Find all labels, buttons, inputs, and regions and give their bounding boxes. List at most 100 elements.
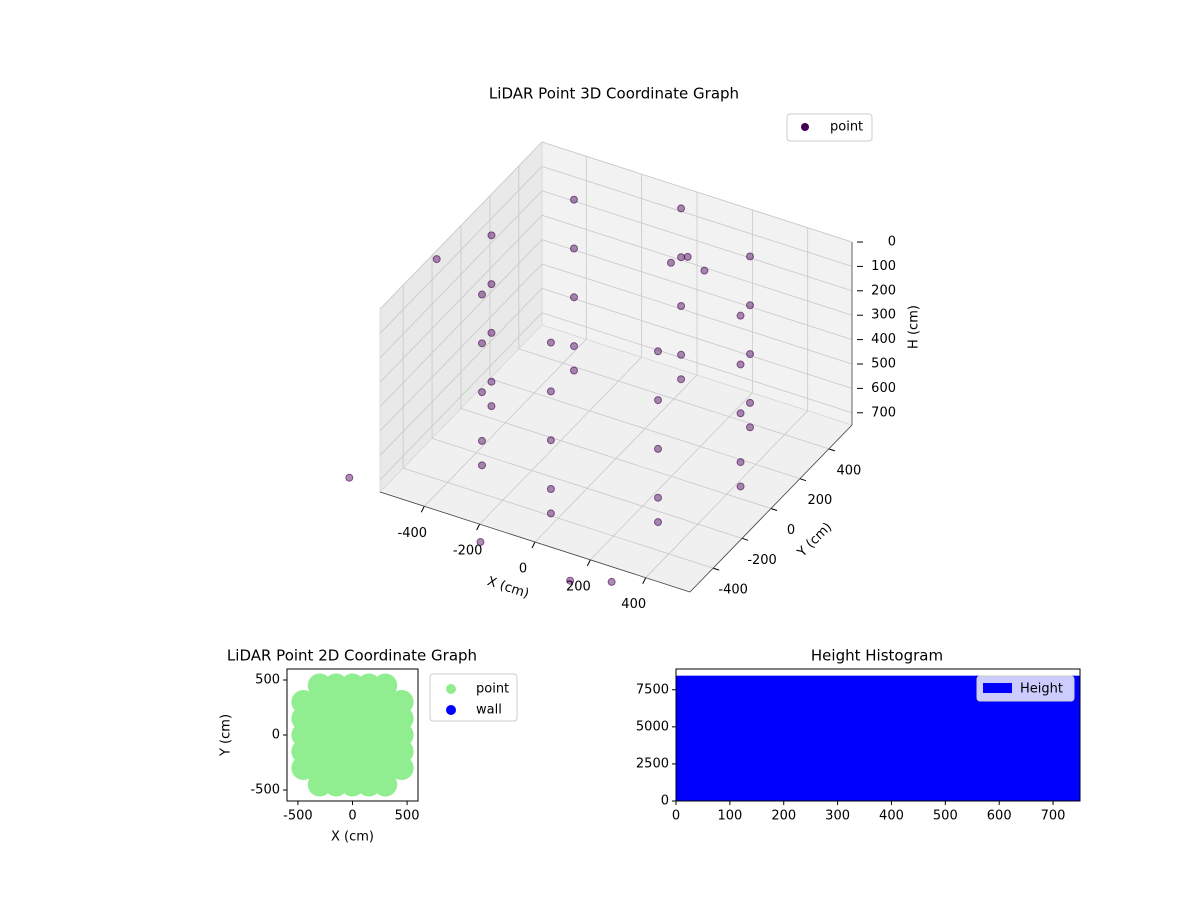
point (546, 338, 555, 347)
point (607, 577, 616, 586)
point (487, 377, 496, 386)
grid-line (541, 214, 853, 316)
point (345, 473, 354, 482)
z-tick-label: 200 (871, 283, 896, 298)
point (677, 204, 686, 213)
z-tick-label: 300 (871, 308, 896, 323)
grid-line (541, 141, 853, 243)
legend-marker (446, 705, 456, 715)
point (373, 673, 398, 698)
grid-line (460, 408, 772, 509)
point (736, 360, 745, 369)
y-tick-label: 2500 (636, 756, 669, 771)
point (569, 366, 578, 375)
point (746, 350, 755, 359)
x-tick-label: 0 (348, 809, 356, 824)
legend-label: Height (1020, 682, 1063, 697)
z-axis-label: H (cm) (907, 305, 922, 349)
legend-box (429, 673, 518, 722)
y-axis-label: Y (cm) (219, 714, 234, 757)
point (432, 255, 441, 264)
point (746, 398, 755, 407)
tick-mark (642, 577, 647, 584)
y-tick-label: 500 (255, 673, 280, 688)
grid-line (541, 239, 853, 340)
grid-line (379, 263, 543, 432)
y-axis-line (689, 424, 853, 593)
x-tick-label: 200 (566, 579, 591, 594)
legend-marker (801, 123, 809, 131)
chart-title: Height Histogram (811, 647, 943, 665)
point (373, 772, 398, 797)
y-tick-label: 7500 (636, 682, 669, 697)
point (736, 311, 745, 320)
plot-area (291, 673, 414, 797)
tick-mark (799, 478, 807, 482)
x-tick-label: -500 (283, 809, 313, 824)
x-tick-label: 500 (395, 809, 420, 824)
x-tick-label: 0 (519, 562, 527, 577)
point (736, 482, 745, 491)
y-tick-label: 0 (661, 794, 669, 809)
point (677, 375, 686, 384)
grid-line (403, 467, 714, 569)
tick-mark (741, 537, 749, 541)
point (389, 723, 414, 747)
point (569, 342, 578, 351)
point (566, 576, 575, 585)
legend-label: wall (476, 703, 502, 718)
grid-line (541, 166, 853, 267)
legend-marker (446, 684, 456, 694)
grid-line (379, 312, 543, 481)
point (677, 302, 686, 311)
chart-title: LiDAR Point 2D Coordinate Graph (227, 647, 477, 665)
grid-line (489, 378, 801, 480)
grid-line (379, 214, 543, 383)
point (569, 244, 578, 253)
point (654, 493, 663, 502)
y-tick-label: 400 (836, 463, 861, 478)
grid-line (518, 348, 829, 450)
x-tick-label: 0 (672, 809, 680, 824)
x-tick-label: 400 (621, 597, 646, 612)
point (546, 436, 555, 445)
legend-label: point (476, 682, 509, 697)
point (700, 266, 709, 275)
legend-marker (983, 683, 1012, 693)
grid-line (379, 288, 543, 456)
axes-frame (675, 668, 1081, 802)
x-tick-label: 400 (879, 809, 904, 824)
z-tick-label: 600 (871, 381, 896, 396)
point (389, 690, 414, 714)
tick-mark (476, 523, 481, 531)
point (477, 290, 486, 299)
point (487, 328, 496, 337)
point (666, 258, 675, 267)
point (654, 518, 663, 527)
grid-line (541, 288, 853, 389)
grid-line (431, 437, 743, 539)
x-tick-label: 500 (933, 809, 958, 824)
y-tick-label: 5000 (636, 719, 669, 734)
x-tick-label: 100 (717, 809, 742, 824)
y-tick-label: -400 (718, 583, 748, 598)
point (477, 339, 486, 348)
grid-line (379, 166, 543, 334)
legend-box (976, 675, 1075, 702)
x-tick-label: 600 (987, 809, 1012, 824)
x-tick-label: 700 (1041, 809, 1066, 824)
point (569, 195, 578, 204)
grid-line (541, 263, 853, 365)
tick-mark (770, 508, 778, 511)
tick-mark (420, 506, 425, 513)
x-tick-label: 200 (771, 809, 796, 824)
y-tick-label: 200 (808, 493, 833, 508)
z-tick-label: 400 (871, 332, 896, 347)
point (654, 444, 663, 453)
point (677, 253, 686, 262)
point (654, 396, 663, 405)
x-tick-label: 300 (825, 809, 850, 824)
point (546, 484, 555, 493)
point (683, 252, 692, 261)
point (477, 436, 486, 445)
